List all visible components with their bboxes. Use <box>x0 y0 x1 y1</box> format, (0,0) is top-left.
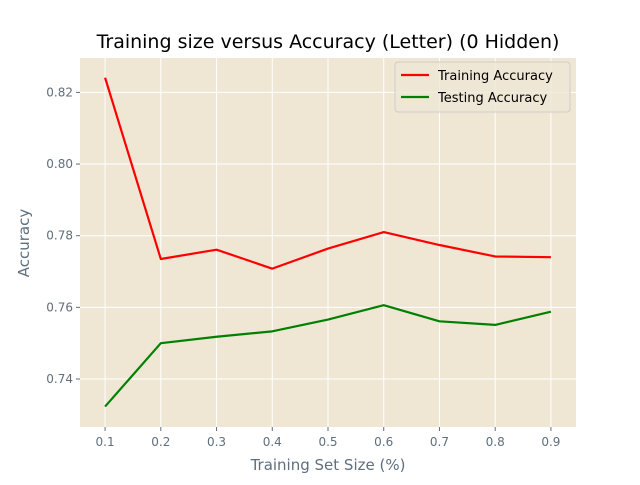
y-axis-label: Accuracy <box>15 209 33 278</box>
x-tick-label: 0.7 <box>430 435 449 449</box>
x-tick-label: 0.6 <box>374 435 393 449</box>
x-tick-label: 0.1 <box>96 435 115 449</box>
legend-label-testing: Testing Accuracy <box>437 91 547 106</box>
x-tick-label: 0.3 <box>207 435 226 449</box>
y-tick-label: 0.82 <box>46 85 73 99</box>
x-tick-label: 0.9 <box>541 435 560 449</box>
x-tick-label: 0.5 <box>318 435 337 449</box>
y-tick-label: 0.80 <box>46 157 73 171</box>
x-tick-label: 0.2 <box>151 435 170 449</box>
y-tick-label: 0.78 <box>46 229 73 243</box>
legend-label-training: Training Accuracy <box>437 69 553 84</box>
x-tick-label: 0.4 <box>263 435 282 449</box>
chart-title: Training size versus Accuracy (Letter) (… <box>96 31 560 53</box>
y-tick-label: 0.76 <box>46 300 73 314</box>
y-tick-label: 0.74 <box>46 372 73 386</box>
legend: Training Accuracy Testing Accuracy <box>395 62 570 112</box>
x-tick-label: 0.8 <box>486 435 505 449</box>
x-axis-label: Training Set Size (%) <box>250 456 406 474</box>
